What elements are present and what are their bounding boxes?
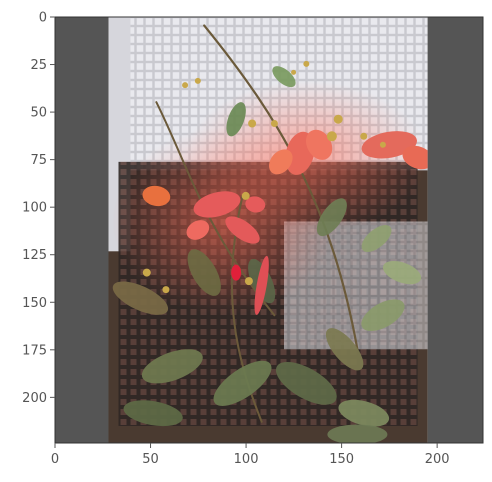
x-tick-label: 0: [51, 452, 59, 467]
x-tick-label: 50: [142, 452, 159, 467]
y-axis: 0 25 50 75 100 125 150 175 200: [22, 11, 55, 406]
y-tick-label: 0: [39, 11, 47, 26]
y-tick-label: 125: [22, 248, 47, 263]
y-tick-label: 75: [30, 153, 47, 168]
x-tick-label: 150: [329, 452, 354, 467]
plant-photo: [108, 17, 428, 443]
x-tick-label: 100: [234, 452, 259, 467]
x-axis: 0 50 100 150 200: [51, 443, 450, 467]
padding-left: [55, 17, 109, 443]
y-tick-label: 25: [30, 58, 47, 73]
y-tick-label: 175: [22, 343, 47, 358]
axes-frame: [54, 16, 484, 444]
y-tick-label: 200: [22, 391, 47, 406]
y-tick-label: 150: [22, 296, 47, 311]
y-tick-label: 50: [30, 106, 47, 121]
y-tick-label: 100: [22, 201, 47, 216]
padding-right: [427, 17, 483, 443]
x-tick-label: 200: [425, 452, 450, 467]
